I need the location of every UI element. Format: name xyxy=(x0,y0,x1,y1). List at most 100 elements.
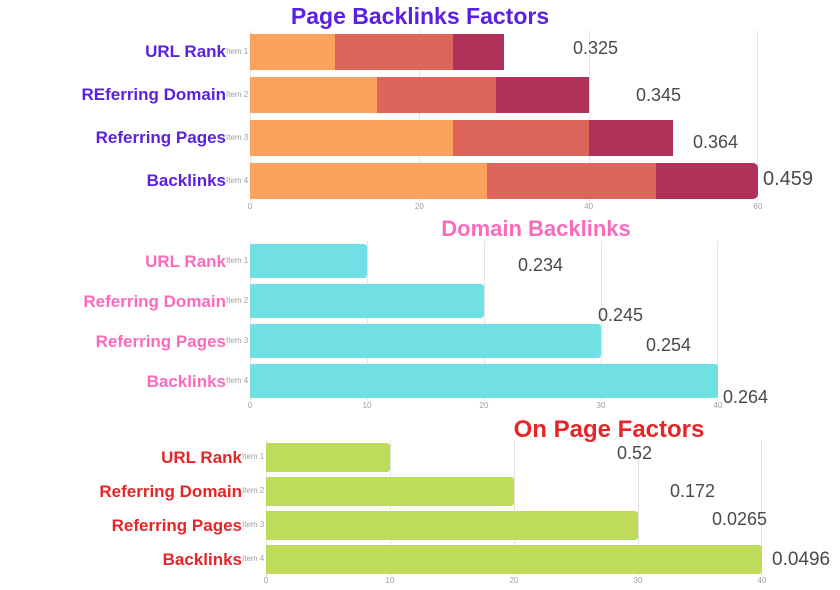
chart-page-backlinks-factors: Page Backlinks Factors URL Rank Item 1 R… xyxy=(0,0,840,212)
bar-row: URL Rank Item 1 xyxy=(0,241,840,281)
x-tick-label: 0 xyxy=(247,401,253,410)
x-tick-label: 10 xyxy=(362,401,372,410)
value-label: 0.264 xyxy=(723,387,769,407)
x-tick-label: 60 xyxy=(753,202,763,211)
value-label: 0.254 xyxy=(646,335,692,355)
bar-row: Backlinks Item 4 xyxy=(0,361,840,401)
x-tick-label: 30 xyxy=(596,401,606,410)
item-label: Item 3 xyxy=(226,132,249,142)
value-label: 0.52 xyxy=(617,443,653,463)
bar-row: Backlinks Item 4 xyxy=(0,159,840,202)
plot-area xyxy=(250,30,758,73)
bar-segment-3[interactable] xyxy=(453,33,504,70)
bar[interactable] xyxy=(250,244,367,278)
x-axis: 0 20 40 60 xyxy=(247,202,763,215)
chart-title: On Page Factors xyxy=(513,416,705,443)
x-tick-label: 20 xyxy=(414,202,424,211)
value-label: 0.325 xyxy=(573,38,619,58)
item-label: Item 1 xyxy=(226,46,249,56)
bar-row: URL Rank Item 1 xyxy=(0,30,840,73)
bar[interactable] xyxy=(250,364,718,398)
x-tick-label: 0 xyxy=(263,576,269,585)
x-tick-label: 20 xyxy=(479,401,489,410)
bar-segment-2[interactable] xyxy=(377,76,496,113)
bar-segment-1[interactable] xyxy=(250,119,454,156)
category-label: Backlinks xyxy=(146,171,226,190)
stacked-bar[interactable] xyxy=(250,119,758,156)
item-label: Item 1 xyxy=(226,256,249,265)
chart-domain-backlinks: Domain Backlinks URL Rank Item 1 Referri… xyxy=(0,212,840,412)
value-label: 0.0265 xyxy=(712,509,768,529)
value-label: 0.345 xyxy=(636,85,682,105)
x-tick-label: 10 xyxy=(385,576,395,585)
item-label: Item 2 xyxy=(226,89,249,99)
category-label: URL Rank xyxy=(145,42,226,61)
x-axis: 0 10 20 30 40 xyxy=(263,576,767,589)
bar[interactable] xyxy=(266,510,638,540)
bar[interactable] xyxy=(250,324,601,358)
bar[interactable] xyxy=(266,544,762,574)
value-label: 0.234 xyxy=(518,255,564,275)
bar[interactable] xyxy=(266,476,514,506)
category-label: URL Rank xyxy=(145,251,226,271)
value-label: 0.364 xyxy=(693,132,739,152)
category-label: Referring Pages xyxy=(95,331,226,351)
category-label: Referring Pages xyxy=(111,515,242,535)
bar-segment-2[interactable] xyxy=(487,162,657,199)
bar-row: REferring Domain Item 2 xyxy=(0,73,840,116)
bar-segment-3[interactable] xyxy=(656,162,758,199)
bar-segment-3[interactable] xyxy=(588,119,674,156)
plot-area xyxy=(250,241,718,281)
stacked-bar[interactable] xyxy=(250,33,758,70)
plot-area xyxy=(250,361,718,401)
bar-segment-2[interactable] xyxy=(453,119,589,156)
x-tick-label: 40 xyxy=(713,401,723,410)
chart-on-page-factors: On Page Factors URL Rank Item 1 Referrin… xyxy=(0,412,840,590)
category-label: Referring Domain xyxy=(83,291,226,311)
item-label: Item 2 xyxy=(242,486,265,495)
x-tick-label: 20 xyxy=(509,576,519,585)
plot-area xyxy=(250,73,758,116)
bar-segment-1[interactable] xyxy=(250,76,377,113)
x-tick-label: 40 xyxy=(584,202,594,211)
bar-segment-1[interactable] xyxy=(250,162,488,199)
plot-area xyxy=(266,440,762,474)
item-label: Item 4 xyxy=(242,554,265,563)
bar-row: Referring Pages Item 3 xyxy=(0,508,840,542)
bar[interactable] xyxy=(250,284,484,318)
bar-rows: URL Rank Item 1 Referring Domain Item 2 … xyxy=(0,440,840,576)
bar-row: Referring Pages Item 3 xyxy=(0,321,840,361)
item-label: Item 2 xyxy=(226,296,249,305)
x-tick-label: 0 xyxy=(247,202,253,211)
bar-segment-3[interactable] xyxy=(495,76,589,113)
item-label: Item 3 xyxy=(242,520,265,529)
plot-area xyxy=(266,542,762,576)
x-tick-label: 30 xyxy=(633,576,643,585)
category-label: Referring Domain xyxy=(99,481,242,501)
category-label: Referring Pages xyxy=(95,128,226,147)
stacked-bar[interactable] xyxy=(250,76,758,113)
category-label: URL Rank xyxy=(161,447,242,467)
bar[interactable] xyxy=(266,442,390,472)
bar-segment-2[interactable] xyxy=(334,33,454,70)
stacked-bar[interactable] xyxy=(250,162,758,199)
category-label: REferring Domain xyxy=(81,85,226,104)
x-axis: 0 10 20 30 40 xyxy=(247,401,723,414)
item-label: Item 1 xyxy=(242,452,265,461)
bar-row: Backlinks Item 4 xyxy=(0,542,840,576)
bar-row: URL Rank Item 1 xyxy=(0,440,840,474)
chart-title: Page Backlinks Factors xyxy=(290,3,550,29)
bar-rows: URL Rank Item 1 REferring Domain Item 2 xyxy=(0,30,840,202)
chart-title: Domain Backlinks xyxy=(441,216,631,241)
bar-row: Referring Domain Item 2 xyxy=(0,474,840,508)
bar-row: Referring Domain Item 2 xyxy=(0,281,840,321)
value-label: 0.0496 xyxy=(772,549,831,570)
value-label: 0.245 xyxy=(598,305,644,325)
item-label: Item 3 xyxy=(226,336,249,345)
plot-area xyxy=(266,474,762,508)
plot-area xyxy=(250,159,758,202)
bar-segment-1[interactable] xyxy=(250,33,335,70)
x-tick-label: 40 xyxy=(757,576,767,585)
bar-rows: URL Rank Item 1 Referring Domain Item 2 … xyxy=(0,241,840,401)
